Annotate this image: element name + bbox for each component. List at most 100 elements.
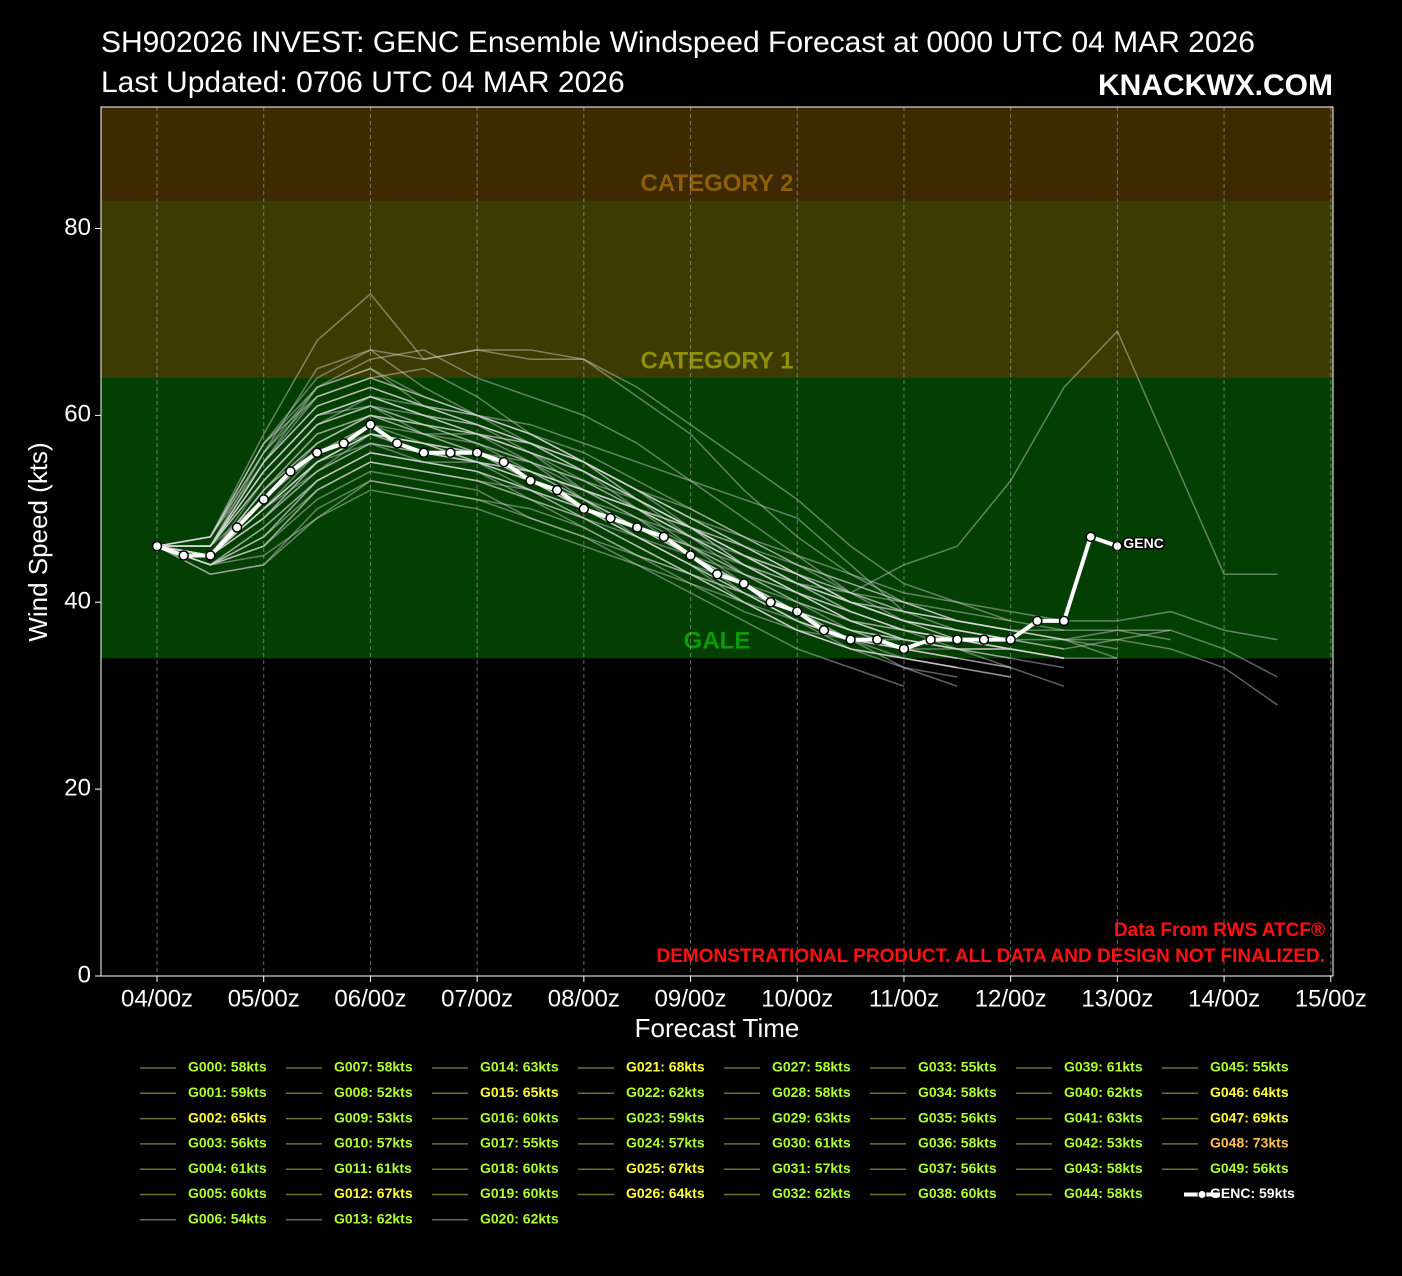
chart-subtitle: Last Updated: 0706 UTC 04 MAR 2026 [101,66,625,99]
legend-label: G042: 53kts [1064,1135,1143,1151]
legend-label: G048: 73kts [1210,1135,1289,1151]
member-line [156,433,1118,650]
x-tick-label: 04/00z [121,985,193,1012]
mean-point [205,550,216,561]
x-tick-label: 11/00z [869,985,939,1012]
x-axis-label: Forecast Time [635,1013,800,1043]
legend-swatch-marker [1197,1190,1207,1199]
x-tick-label: 14/00z [1188,985,1260,1012]
mean-point [391,438,403,449]
member-line [157,395,905,622]
y-tick-label: 20 [64,774,91,801]
member-line [156,442,958,650]
mean-point [418,447,430,458]
legend-label: G004: 61kts [188,1160,267,1176]
legend-label: G006: 54kts [188,1211,267,1227]
legend-label: G031: 57kts [772,1160,851,1176]
legend-label: G005: 60kts [188,1185,267,1201]
y-tick-label: 80 [64,214,91,241]
source-note: Data From RWS ATCF® [1114,920,1325,941]
band [101,377,1333,659]
mean-point [872,634,883,645]
legend-label: G012: 67kts [334,1185,413,1201]
y-tick-label: 60 [64,401,91,428]
x-tick-label: 13/00z [1081,985,1153,1012]
member-line [156,433,1118,660]
mean-point [738,578,750,589]
member-line [157,395,1065,650]
x-tick-label: 09/00z [655,985,727,1012]
legend-label: G041: 63kts [1064,1109,1143,1125]
band-label: CATEGORY 2 [641,170,794,197]
legend-label: G043: 58kts [1064,1160,1143,1176]
legend-label: G034: 58kts [918,1084,997,1100]
mean-point [605,512,616,524]
legend-label: G037: 56kts [918,1160,997,1176]
mean-point [845,634,856,645]
member-line [156,414,905,641]
plot-area [101,107,1333,706]
member-line [157,386,905,641]
legend-label: G008: 52kts [334,1084,413,1100]
member-line [156,479,851,641]
x-tick-label: 08/00z [548,985,620,1012]
mean-point [711,568,723,580]
member-line [156,442,958,669]
mean-point [952,634,963,645]
legend-label: G016: 60kts [480,1109,559,1125]
member-line [157,377,1278,678]
legend-label: G007: 58kts [334,1059,413,1075]
legend-label: G030: 61kts [772,1135,851,1151]
mean-point [978,634,990,645]
legend-label: G009: 53kts [334,1109,413,1125]
legend-label: G021: 68kts [626,1059,705,1075]
mean-end-label: GENC [1123,535,1163,551]
legend-label: G026: 64kts [626,1185,705,1201]
legend-label: G014: 63kts [480,1059,559,1075]
mean-point [551,484,563,496]
member-line [156,329,1278,594]
band [101,200,1333,378]
disclaimer: DEMONSTRATIONAL PRODUCT. ALL DATA AND DE… [657,946,1326,967]
legend-label: G019: 60kts [480,1185,559,1201]
mean-point [498,456,510,468]
member-line [156,349,958,641]
legend-label: G029: 63kts [772,1109,851,1125]
legend-label: G010: 57kts [334,1135,413,1151]
legend-label: G046: 64kts [1210,1084,1289,1100]
x-tick-label: 07/00z [441,985,513,1012]
member-line [156,479,1065,660]
x-tick-label: 06/00z [334,985,406,1012]
member-line [157,395,1065,632]
legend-label: G027: 58kts [772,1059,851,1075]
legend-label: G020: 62kts [480,1211,559,1227]
mean-point [818,625,830,636]
legend-label: G039: 61kts [1064,1059,1143,1075]
mean-point [178,550,189,561]
y-tick-label: 40 [64,588,91,615]
band-label: CATEGORY 1 [641,347,794,374]
mean-point [631,522,643,533]
mean-point [525,475,536,487]
member-line [157,386,1171,641]
legend-label: G033: 55kts [918,1059,997,1075]
legend-label: G040: 62kts [1064,1084,1143,1100]
member-line [156,433,1065,641]
mean-point [765,596,776,608]
x-tick-label: 10/00z [761,985,833,1012]
plot-frame [100,106,1334,977]
mean-point [925,634,936,645]
legend-label: G049: 56kts [1210,1160,1289,1176]
member-line [157,395,1011,650]
legend-label: G045: 55kts [1210,1059,1289,1075]
legend-label: G028: 58kts [772,1084,851,1100]
legend-label: G013: 62kts [334,1211,413,1227]
member-line [156,451,1065,660]
legend-label: G011: 61kts [334,1160,412,1176]
legend-label: G000: 58kts [188,1059,267,1075]
y-tick-label: 0 [78,961,91,988]
mean-point [658,531,670,543]
legend-label: G044: 58kts [1064,1185,1143,1201]
member-line [156,461,1011,678]
legend-label: G017: 55kts [480,1135,559,1151]
